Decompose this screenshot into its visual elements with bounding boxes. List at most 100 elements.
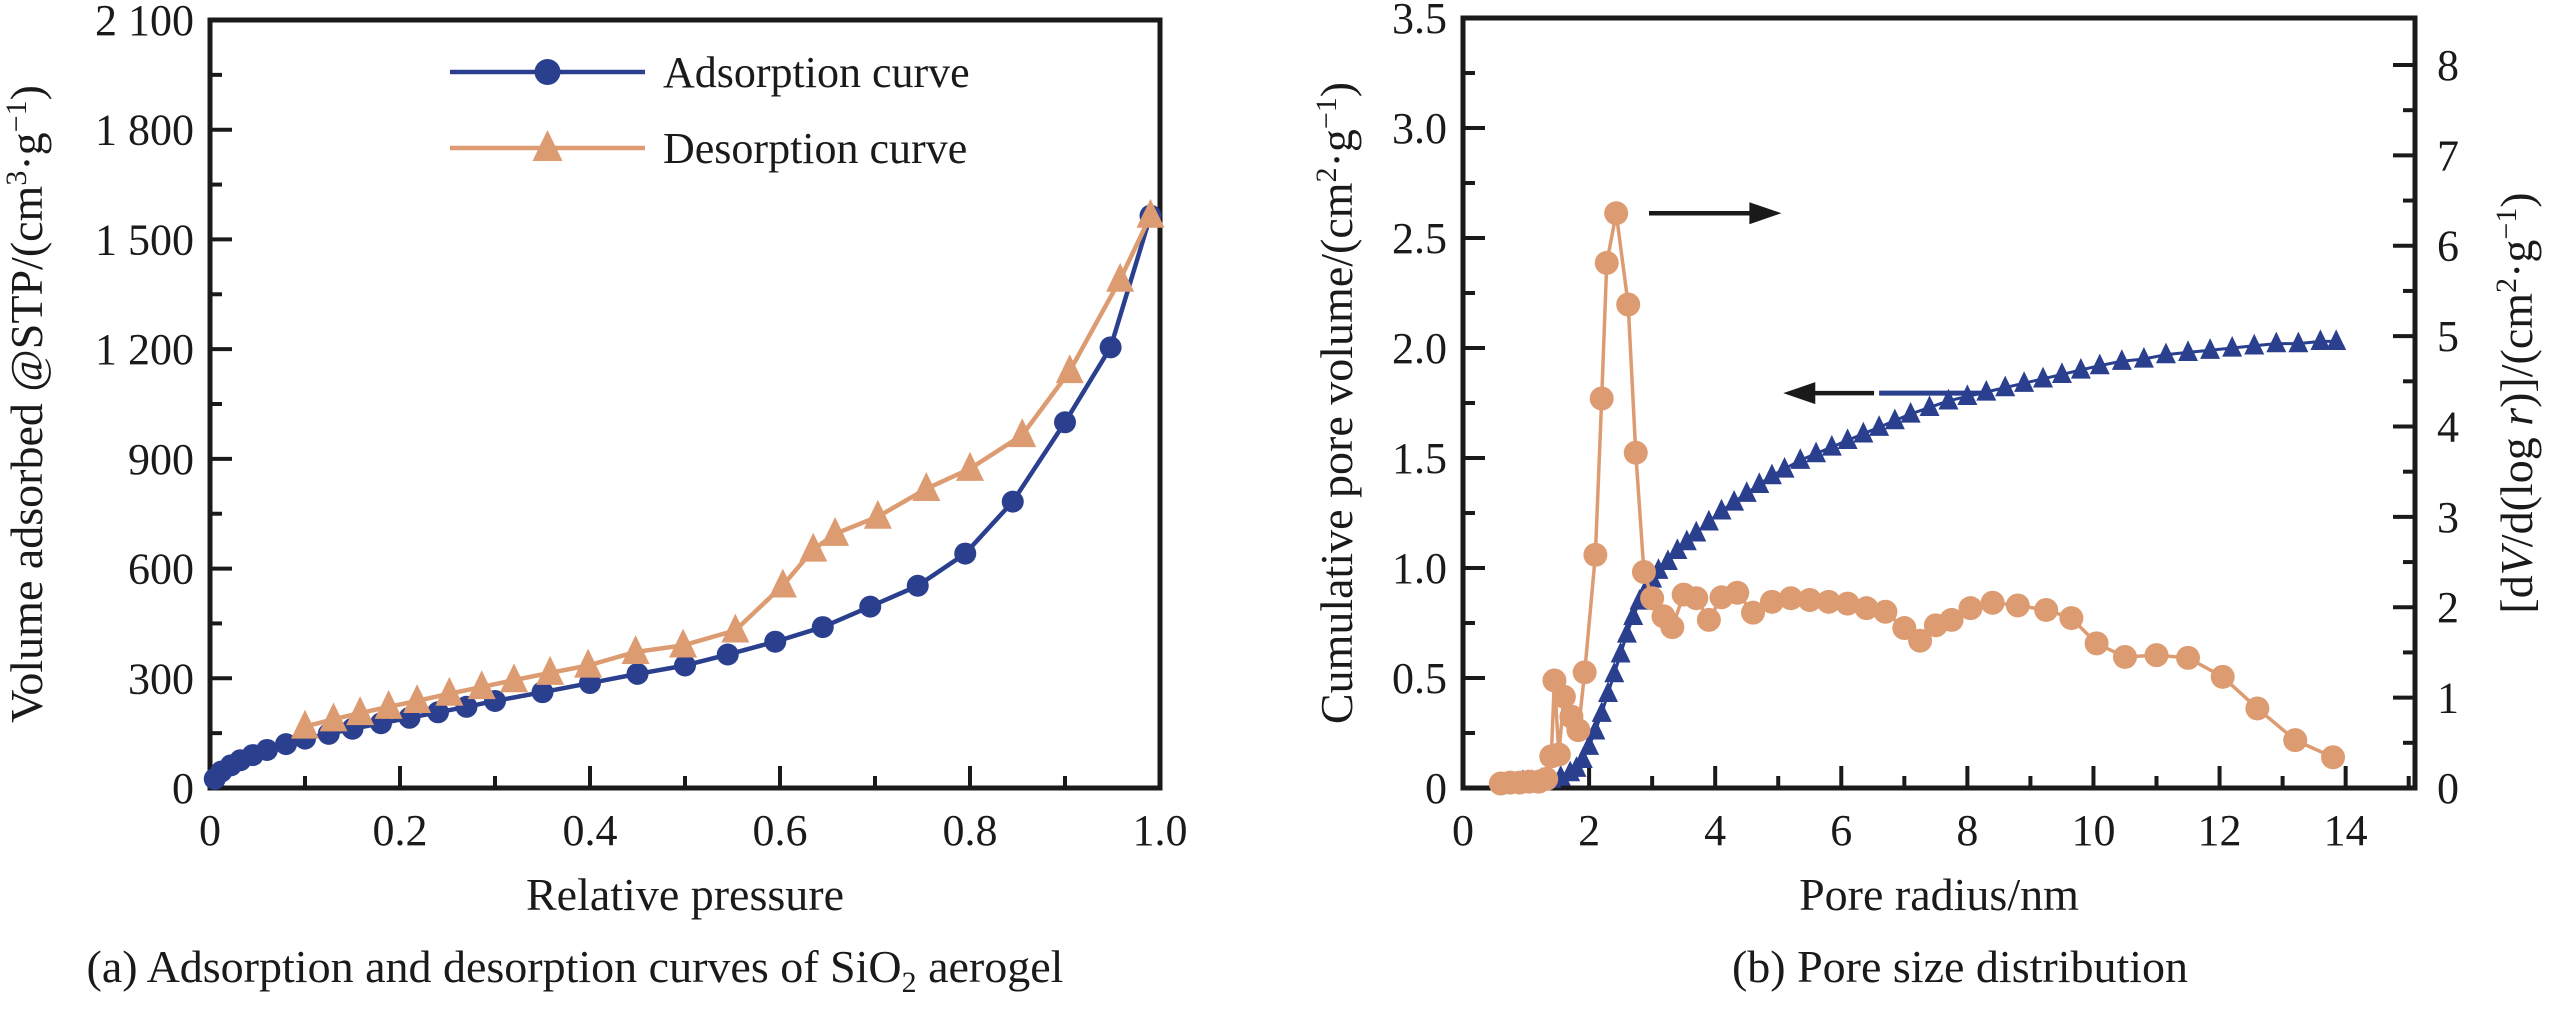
data-point xyxy=(1572,747,1593,769)
label-fragment: ·g xyxy=(1,132,52,170)
y-tick-label: 1.5 xyxy=(1392,434,1447,483)
data-point xyxy=(1001,490,1024,513)
label-fragment: [d xyxy=(2491,575,2542,613)
cumulative-pore-volume-line xyxy=(1502,339,2338,786)
data-point xyxy=(863,499,892,529)
x-tick-label: 0.6 xyxy=(753,806,808,855)
data-point xyxy=(1995,375,2016,397)
data-point xyxy=(2051,362,2072,384)
y-tick-label: 3.0 xyxy=(1392,104,1447,153)
data-point xyxy=(821,517,850,546)
adsorption-desorption-chart: 0 0.2 0.4 0.6 0.8 1.0 0 300 600 900 1 200 1 500 1 80… xyxy=(0,0,1188,920)
data-point xyxy=(1106,262,1135,292)
panel-a-caption: (a) Adsorption and desorption curves of … xyxy=(0,940,1150,1000)
y-tick-label: 1 500 xyxy=(95,215,194,264)
y-tick-label: 300 xyxy=(128,654,194,703)
legend-label: Adsorption curve xyxy=(663,48,970,97)
legend: Adsorption curve Desorption curve xyxy=(450,48,970,173)
data-point xyxy=(1589,386,1614,411)
data-point xyxy=(1778,586,1803,611)
data-point xyxy=(1900,402,1921,423)
x-tick-label: 12 xyxy=(2198,806,2242,855)
data-point xyxy=(1551,684,1576,709)
data-point xyxy=(256,738,278,761)
data-point xyxy=(2014,371,2035,392)
data-point xyxy=(1790,448,1811,469)
data-point xyxy=(1816,589,1841,614)
data-point xyxy=(2210,664,2235,689)
data-point xyxy=(1591,701,1612,722)
pore-size-distribution-chart: 0 2 4 6 8 10 12 1400.51.01.52.02.53.03.50123456… xyxy=(1310,0,2542,920)
data-point xyxy=(1774,457,1795,478)
label-fragment: r xyxy=(2491,407,2542,426)
y2-tick-label: 3 xyxy=(2437,493,2459,542)
data-point xyxy=(1604,201,1629,226)
axes-ticks: 0 2 4 6 8 10 12 1400.51.01.52.02.53.03.50123456… xyxy=(1392,0,2459,855)
data-point xyxy=(621,635,650,665)
desorption-curve-series xyxy=(291,198,1165,739)
data-point xyxy=(1821,435,1842,456)
x-tick-label: 6 xyxy=(1830,806,1852,855)
data-point xyxy=(1724,490,1745,511)
data-point xyxy=(1616,292,1641,317)
data-point xyxy=(1919,395,1940,417)
y2-axis-title: [dV/d(log r)]/(cm2·g−1) xyxy=(2490,192,2542,613)
data-point xyxy=(1640,586,1665,611)
data-point xyxy=(1631,560,1656,585)
y2-tick-label: 0 xyxy=(2437,764,2459,813)
x-tick-label: 0.8 xyxy=(943,806,998,855)
data-point xyxy=(1980,590,2005,615)
data-point xyxy=(1835,591,1860,616)
x-tick-label: 8 xyxy=(1956,806,1978,855)
data-point xyxy=(1566,718,1591,743)
x-tick-label: 0.4 xyxy=(563,806,618,855)
caption-fragment: (b) Pore size distribution xyxy=(1731,941,2189,992)
data-point xyxy=(669,628,698,658)
y2-tick-label: 2 xyxy=(2437,583,2459,632)
data-point xyxy=(1667,538,1688,560)
data-point xyxy=(1854,596,1879,621)
data-point xyxy=(2005,593,2030,618)
data-point xyxy=(906,574,929,597)
data-point xyxy=(1736,481,1757,502)
data-point xyxy=(467,670,496,700)
caption-fragment: (a) Adsorption and desorption curves of … xyxy=(86,941,902,992)
data-point xyxy=(1908,628,1933,653)
data-point xyxy=(1711,498,1732,520)
label-fragment: )]/(cm xyxy=(2491,293,2542,408)
panel-b-caption: (b) Pore size distribution xyxy=(1340,940,2560,993)
data-point xyxy=(1623,440,1648,465)
data-point xyxy=(626,662,649,685)
y2-tick-label: 6 xyxy=(2437,222,2459,271)
data-point xyxy=(2326,329,2347,351)
arrow-to-left-axis-head xyxy=(1783,382,1816,405)
dv-dlogr-distribution-series xyxy=(1488,201,2346,796)
data-point xyxy=(1585,718,1606,740)
label-fragment: Volume adsorbed @STP/(cm xyxy=(1,185,52,722)
data-point xyxy=(346,696,375,726)
data-point xyxy=(2033,366,2054,388)
data-point xyxy=(1610,641,1631,663)
data-point xyxy=(1604,661,1625,683)
data-point xyxy=(1696,607,1721,632)
data-point xyxy=(764,630,787,653)
data-point xyxy=(1546,742,1571,767)
data-point xyxy=(319,702,348,732)
data-point xyxy=(2155,342,2176,364)
label-fragment: /d(log xyxy=(2491,426,2542,547)
y2-tick-label: 7 xyxy=(2437,131,2459,180)
data-point xyxy=(531,681,554,704)
x-tick-label: 4 xyxy=(1704,806,1726,855)
y-tick-label: 900 xyxy=(128,435,194,484)
data-point xyxy=(427,701,449,724)
data-point xyxy=(912,472,941,501)
y2-tick-label: 5 xyxy=(2437,312,2459,361)
arrow-to-right-axis-head xyxy=(1749,202,1782,225)
data-point xyxy=(435,676,464,706)
x-tick-label: 0.2 xyxy=(373,806,428,855)
data-point xyxy=(374,690,403,719)
data-point xyxy=(1698,509,1719,531)
data-point xyxy=(1873,599,1898,624)
y2-tick-label: 8 xyxy=(2437,41,2459,90)
